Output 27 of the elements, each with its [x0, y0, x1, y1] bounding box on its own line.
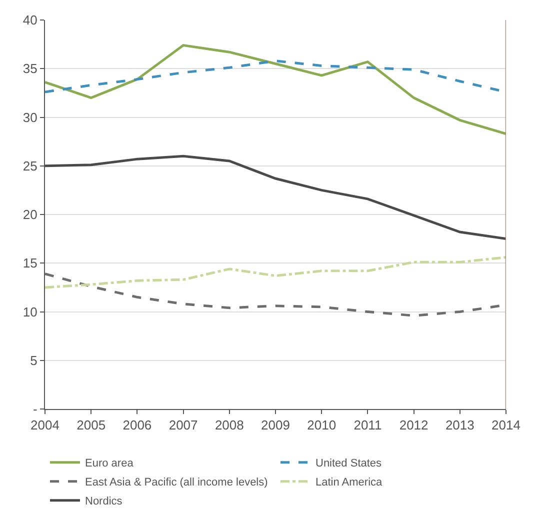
y-tick-label: 25	[22, 158, 38, 174]
x-tick-label: 2007	[168, 418, 198, 433]
legend-label: Nordics	[85, 496, 123, 508]
x-tick-label: 2010	[307, 418, 336, 433]
y-tick-label: 15	[22, 256, 38, 271]
legend-label: Euro area	[85, 458, 134, 470]
x-tick-label: 2013	[445, 418, 474, 433]
y-tick-label: 30	[22, 110, 38, 125]
y-tick-label: 5	[30, 352, 38, 368]
y-tick-label: 35	[22, 61, 38, 76]
y-tick-label: 20	[22, 207, 38, 222]
x-tick-label: 2011	[354, 418, 382, 433]
x-tick-label: 2005	[76, 418, 106, 433]
legend-label: Latin America	[316, 476, 384, 489]
line-series	[45, 256, 506, 289]
x-tick-label: 2006	[122, 418, 152, 433]
x-tick-label: 2009	[261, 418, 290, 433]
x-tick-label: 2012	[399, 418, 428, 433]
y-tick-label: 40	[22, 12, 38, 28]
legend-label: United States	[316, 458, 382, 470]
y-tick-label: 10	[22, 304, 38, 320]
x-tick-label: 2008	[214, 418, 244, 433]
y-tick-label: -	[33, 402, 38, 417]
legend-label: East Asia & Pacific (all income levels)	[85, 476, 268, 489]
x-tick-label: 2014	[492, 418, 520, 433]
line-series	[45, 44, 506, 136]
x-tick-label: 2004	[30, 418, 60, 433]
